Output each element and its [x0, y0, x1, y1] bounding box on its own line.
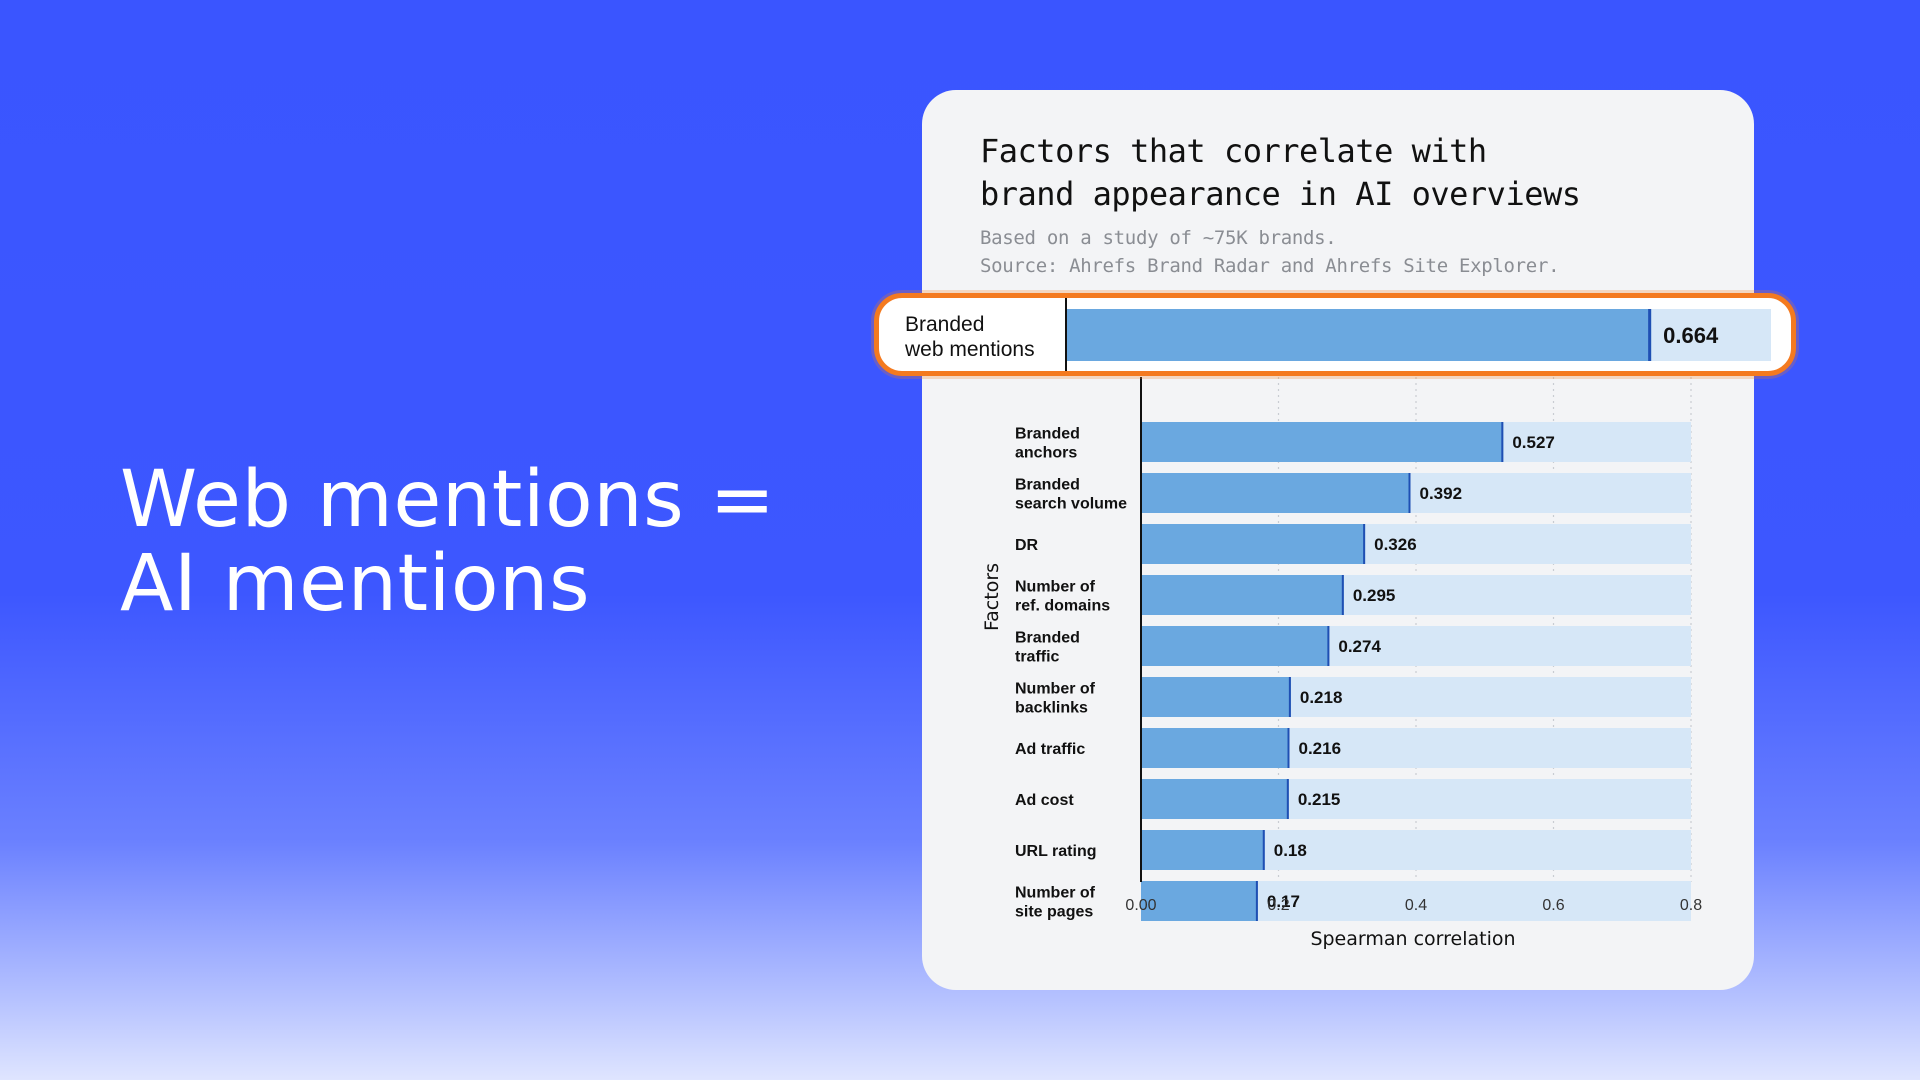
category-label: site pages	[1015, 904, 1093, 921]
category-label: Branded	[1015, 477, 1080, 494]
category-label: backlinks	[1015, 700, 1088, 717]
category-label: Branded	[1015, 630, 1080, 647]
x-tick-label: 0.8	[1680, 897, 1702, 914]
value-label: 0.17	[1267, 892, 1300, 911]
bar	[1141, 728, 1290, 768]
chart-source-line: Source: Ahrefs Brand Radar and Ahrefs Si…	[980, 255, 1560, 277]
category-label: search volume	[1015, 496, 1127, 513]
value-label: 0.216	[1299, 739, 1342, 758]
value-label: 0.215	[1298, 790, 1341, 809]
category-label: web mentions	[904, 338, 1035, 361]
category-label: Ad traffic	[1015, 741, 1085, 758]
value-label: 0.527	[1512, 433, 1555, 452]
headline: Web mentions = AI mentions	[120, 458, 820, 626]
bar	[1141, 524, 1366, 564]
headline-line-2: AI mentions	[120, 539, 591, 629]
bar-end-marker	[1288, 677, 1291, 717]
bar-end-marker	[1648, 309, 1652, 361]
value-label: 0.326	[1374, 535, 1417, 554]
category-label: URL rating	[1015, 843, 1096, 860]
bar-end-marker	[1255, 881, 1258, 921]
value-label: 0.392	[1420, 484, 1463, 503]
value-label: 0.218	[1300, 688, 1343, 707]
category-label: ref. domains	[1015, 598, 1110, 615]
highlight-frame	[874, 293, 1796, 376]
chart-subtitle: Based on a study of ~75K brands. Source:…	[980, 224, 1720, 280]
category-label: Branded	[1015, 426, 1080, 443]
bar	[1066, 309, 1652, 361]
category-label: Branded	[905, 313, 984, 336]
bar-end-marker	[1501, 422, 1504, 462]
x-tick-label: 0.4	[1405, 897, 1427, 914]
chart-title-line-1: Factors that correlate with	[980, 132, 1487, 170]
value-label: 0.18	[1274, 841, 1307, 860]
y-axis-title: Factors	[981, 563, 1003, 631]
category-label: Number of	[1015, 681, 1096, 698]
bar-end-marker	[1327, 626, 1330, 666]
headline-line-1: Web mentions =	[120, 455, 776, 545]
category-label: Ad cost	[1015, 792, 1074, 809]
category-label: DR	[1015, 537, 1039, 554]
bar-end-marker	[1408, 473, 1411, 513]
bar-end-marker	[1262, 830, 1265, 870]
category-label: traffic	[1015, 649, 1060, 666]
bar-end-marker	[1363, 524, 1366, 564]
value-label: 0.664	[1663, 323, 1719, 348]
bar	[1141, 575, 1344, 615]
bar	[1141, 779, 1289, 819]
value-label: 0.295	[1353, 586, 1396, 605]
bar	[1141, 881, 1258, 921]
bar-end-marker	[1341, 575, 1344, 615]
chart-subtitle-line-1: Based on a study of ~75K brands.	[980, 227, 1337, 249]
bar	[1141, 422, 1504, 462]
x-tick-label: 0.6	[1542, 897, 1564, 914]
chart-title-line-2: brand appearance in AI overviews	[980, 175, 1581, 213]
bar-end-marker	[1286, 779, 1289, 819]
x-axis-title: Spearman correlation	[1310, 928, 1515, 950]
x-tick-label: 0.00	[1125, 897, 1156, 914]
value-label: 0.274	[1338, 637, 1381, 656]
bar	[1141, 626, 1330, 666]
bar	[1141, 830, 1265, 870]
bar-end-marker	[1287, 728, 1290, 768]
bar	[1141, 677, 1291, 717]
bar	[1141, 473, 1411, 513]
category-label: anchors	[1015, 445, 1077, 462]
category-label: Number of	[1015, 579, 1096, 596]
chart-title: Factors that correlate with brand appear…	[980, 130, 1720, 216]
x-tick-label: 0.2	[1267, 897, 1289, 914]
category-label: Number of	[1015, 885, 1096, 902]
